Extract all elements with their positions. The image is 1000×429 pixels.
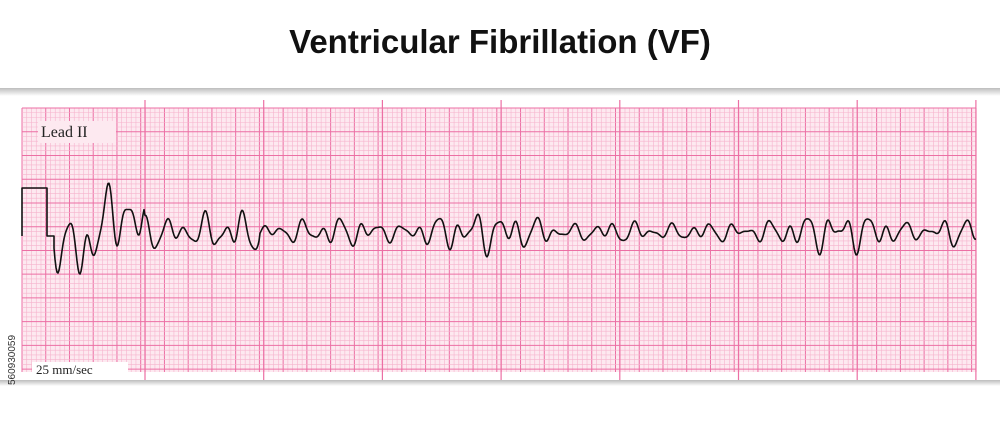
label-bg: [38, 121, 116, 143]
speed-label: 25 mm/sec: [36, 362, 93, 377]
ecg-grid: [21, 100, 977, 380]
ecg-trace: [21, 182, 977, 275]
separator: [0, 380, 1000, 386]
label-bg: [32, 362, 128, 378]
lead-label: Lead II: [41, 124, 88, 141]
grid-background: [22, 108, 976, 372]
title: Ventricular Fibrillation (VF): [289, 23, 711, 60]
separator: [0, 88, 1000, 96]
side-id: 560930059: [7, 335, 18, 385]
